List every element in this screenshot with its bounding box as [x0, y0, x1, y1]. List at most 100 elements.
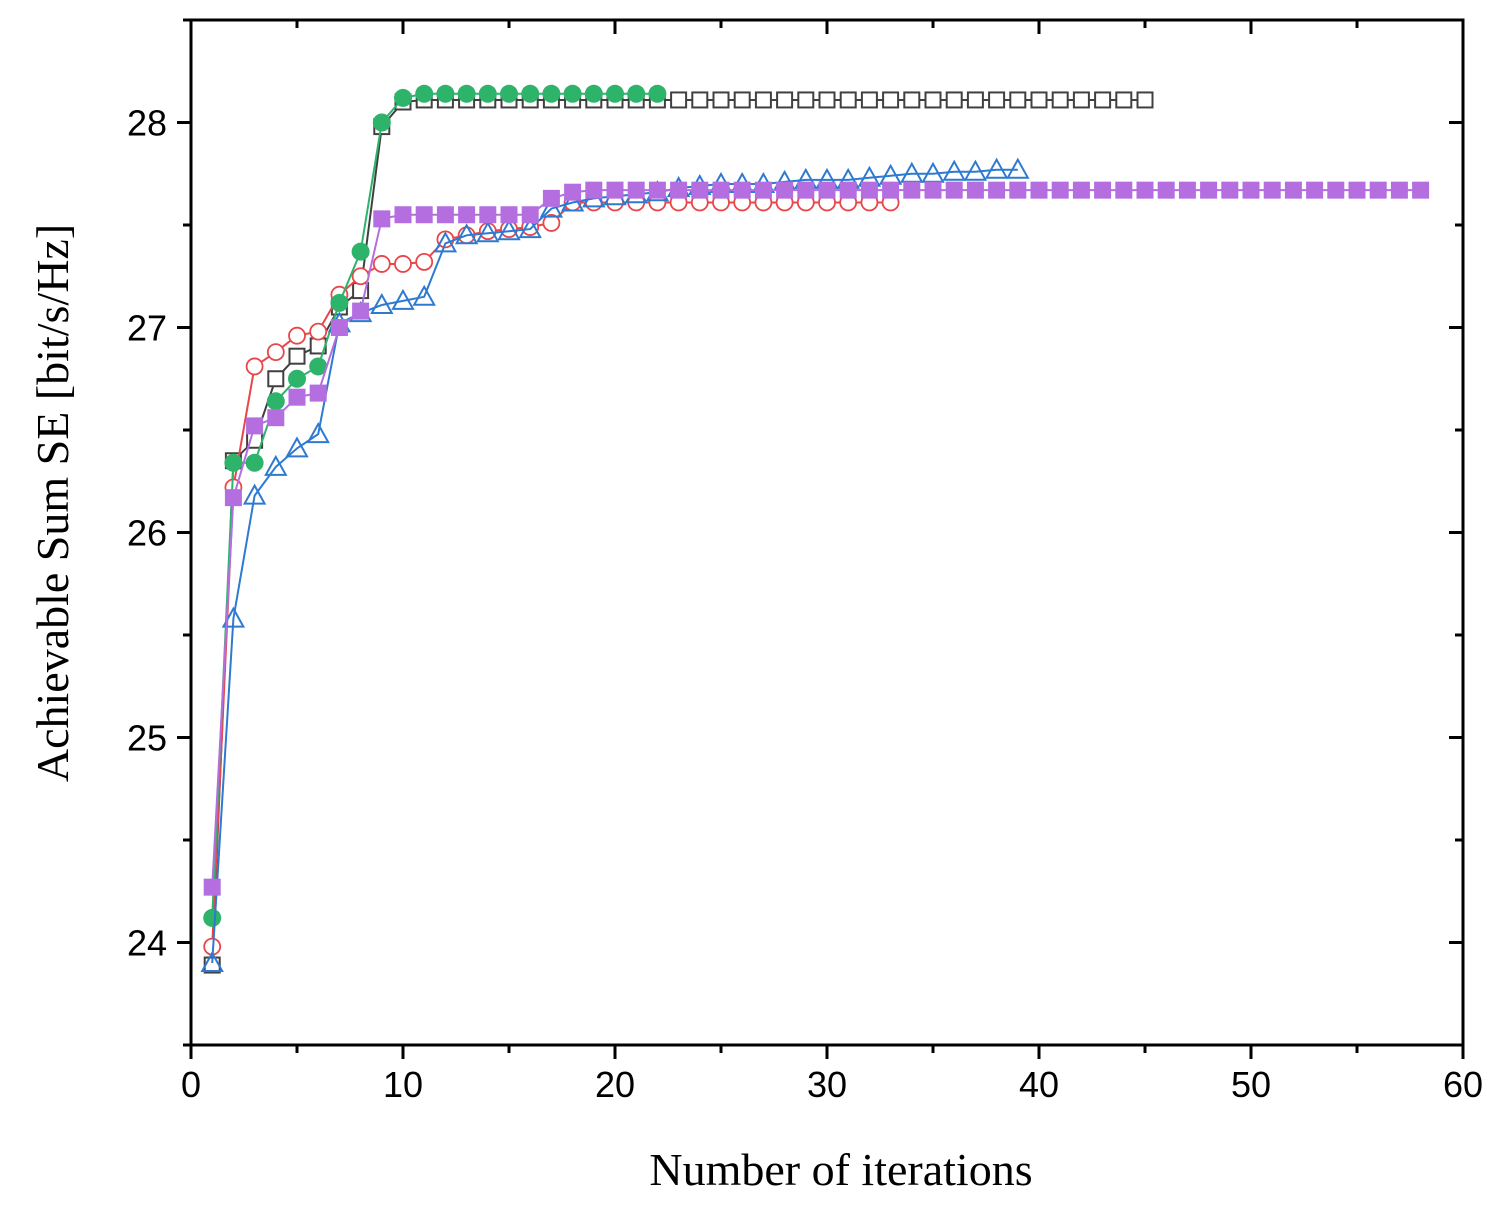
data-point-s4-20 — [627, 181, 645, 199]
data-point-s0-28 — [797, 91, 815, 109]
data-point-s4-19 — [606, 181, 624, 199]
data-point-s4-5 — [309, 384, 327, 402]
data-point-s4-8 — [373, 210, 391, 228]
data-point-s3-16 — [539, 196, 564, 218]
data-point-s3-37 — [984, 157, 1009, 179]
data-point-s0-38 — [1009, 91, 1027, 109]
data-point-s0-44 — [1136, 91, 1154, 109]
data-point-s4-50 — [1263, 181, 1281, 199]
data-point-s2-17 — [563, 84, 582, 103]
data-point-s3-1 — [221, 606, 246, 628]
data-point-s0-27 — [776, 91, 794, 109]
data-point-s3-12 — [454, 223, 479, 245]
x-tick-label: 10 — [383, 1064, 423, 1105]
data-point-s1-4 — [288, 326, 306, 345]
y-tick-label: 25 — [127, 718, 167, 759]
data-point-s1-16 — [542, 214, 561, 232]
data-point-s4-51 — [1284, 181, 1302, 199]
data-point-s0-24 — [712, 91, 730, 109]
data-point-s2-0 — [203, 908, 222, 927]
data-point-s4-43 — [1115, 181, 1133, 199]
data-point-s4-36 — [966, 181, 984, 199]
data-point-s2-5 — [309, 357, 328, 376]
data-point-s1-5 — [309, 322, 328, 341]
x-tick-label: 30 — [807, 1064, 847, 1105]
data-point-s2-15 — [521, 84, 540, 103]
data-point-s4-56 — [1390, 181, 1408, 199]
data-point-s2-18 — [584, 84, 603, 103]
data-point-s4-38 — [1009, 181, 1027, 199]
y-tick-label: 28 — [127, 103, 167, 144]
data-point-s4-47 — [1200, 181, 1218, 199]
data-point-s4-25 — [733, 181, 751, 199]
data-point-s0-35 — [945, 91, 963, 109]
data-point-s3-9 — [391, 288, 415, 310]
data-point-s4-21 — [648, 181, 666, 199]
data-point-s4-22 — [670, 181, 688, 199]
data-point-s2-20 — [627, 84, 646, 103]
data-point-s2-4 — [288, 369, 306, 388]
data-point-s4-0 — [203, 878, 221, 896]
series-layer — [200, 84, 1430, 974]
data-point-s4-33 — [903, 181, 921, 199]
data-point-s1-8 — [372, 255, 391, 273]
data-point-s2-14 — [500, 84, 518, 103]
data-point-s3-36 — [963, 159, 988, 181]
data-point-s0-33 — [903, 91, 921, 109]
data-point-s0-40 — [1051, 91, 1069, 109]
data-point-s3-11 — [433, 231, 458, 253]
data-point-s2-6 — [330, 293, 349, 312]
data-point-s4-16 — [542, 189, 560, 207]
y-axis-title: Achievable Sum SE [bit/s/Hz] — [27, 224, 78, 782]
data-point-s4-29 — [818, 181, 836, 199]
data-point-s0-29 — [818, 91, 836, 109]
data-point-s4-48 — [1221, 181, 1239, 199]
data-point-s4-37 — [988, 181, 1006, 199]
data-point-s2-2 — [245, 453, 264, 472]
data-point-s3-10 — [412, 284, 436, 306]
data-point-s4-1 — [224, 489, 242, 507]
data-point-s3-14 — [497, 219, 521, 241]
data-point-s4-45 — [1157, 181, 1175, 199]
data-point-s4-12 — [458, 206, 476, 224]
x-axis-title: Number of iterations — [649, 1144, 1032, 1195]
data-point-s3-2 — [242, 483, 267, 505]
data-point-s4-53 — [1327, 181, 1345, 199]
y-tick-label: 24 — [127, 923, 167, 964]
data-point-s2-10 — [415, 84, 434, 103]
data-point-s0-4 — [288, 347, 306, 365]
y-tick-label: 26 — [127, 513, 167, 554]
data-point-s4-32 — [882, 181, 900, 199]
data-point-s0-23 — [691, 91, 709, 109]
x-tick-label: 60 — [1443, 1064, 1483, 1105]
data-point-s3-5 — [306, 422, 330, 444]
data-point-s4-34 — [924, 181, 942, 199]
data-point-s3-38 — [1006, 157, 1030, 179]
data-point-s4-44 — [1136, 181, 1154, 199]
data-point-s4-18 — [585, 181, 603, 199]
data-point-s0-39 — [1030, 91, 1048, 109]
data-point-s2-16 — [542, 84, 561, 103]
data-point-s4-10 — [415, 206, 433, 224]
series-4 — [203, 181, 1430, 896]
data-point-s2-9 — [394, 88, 412, 107]
data-point-s2-1 — [224, 453, 243, 472]
x-tick-label: 40 — [1019, 1064, 1059, 1105]
data-point-s1-9 — [394, 255, 412, 273]
data-point-s4-3 — [267, 409, 285, 427]
series-line-4 — [211, 189, 1421, 888]
data-point-s4-35 — [945, 181, 963, 199]
data-point-s4-49 — [1242, 181, 1260, 199]
axes-layer: 0 10 20 30 40 50 60 24 25 26 27 28 — [127, 18, 1483, 1105]
data-point-s4-27 — [776, 181, 794, 199]
data-point-s0-42 — [1094, 91, 1112, 109]
data-point-s2-11 — [436, 84, 455, 103]
data-point-s4-55 — [1369, 181, 1387, 199]
data-point-s2-12 — [457, 84, 476, 103]
data-point-s4-41 — [1072, 181, 1090, 199]
x-tick-label: 20 — [595, 1064, 635, 1105]
data-point-s3-0 — [200, 950, 224, 972]
data-point-s4-23 — [691, 181, 709, 199]
x-tick-label: 50 — [1231, 1064, 1271, 1105]
data-point-s4-17 — [564, 183, 582, 201]
